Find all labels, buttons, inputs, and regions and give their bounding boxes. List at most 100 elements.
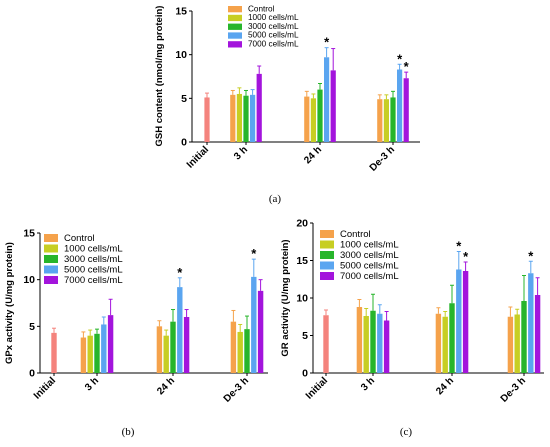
bar-series-2	[163, 335, 169, 373]
legend-swatch	[320, 230, 334, 238]
initial-bar	[204, 97, 210, 142]
x-tick-label: 24 h	[434, 375, 456, 397]
significance-marker: *	[463, 249, 469, 264]
legend-label: 3000 cells/mL	[64, 254, 123, 265]
x-tick-label: 3 h	[83, 375, 101, 393]
legend-label: Control	[248, 4, 275, 13]
x-tick-label: 24 h	[155, 375, 177, 397]
legend-swatch	[44, 244, 58, 253]
legend-label: 3000 cells/mL	[248, 22, 299, 31]
y-axis-label: GSH content (nmol/mg protein)	[154, 6, 165, 147]
bar-series-1	[435, 313, 442, 373]
bar-series-3	[244, 329, 250, 373]
y-tick-label: 15	[23, 228, 35, 240]
y-tick-label: 0	[302, 368, 308, 380]
legend-swatch	[228, 32, 242, 39]
bar-series-4	[456, 269, 462, 373]
bar-series-2	[383, 99, 389, 142]
chart-panel-1: 0 5 10 15 GSH content (nmol/mg protein) Initi…	[154, 4, 420, 174]
x-tick-label: 3 h	[232, 144, 250, 162]
bar-series-1	[377, 99, 383, 142]
x-tick-label: Initial	[185, 144, 211, 170]
bar-series-5	[183, 317, 190, 373]
bar-series-4	[101, 324, 107, 373]
legend-label: 5000 cells/mL	[64, 265, 123, 276]
bar-series-3	[94, 333, 100, 373]
bar-series-2	[442, 316, 448, 373]
legend-swatch	[320, 251, 334, 259]
legend-swatch	[320, 261, 334, 270]
initial-bar	[323, 315, 329, 373]
legend-swatch	[44, 234, 58, 242]
bar-series-1	[156, 326, 163, 373]
y-tick-label: 15	[175, 6, 187, 18]
legend-label: 3000 cells/mL	[340, 250, 399, 261]
x-tick-label: Initial	[32, 375, 58, 401]
bar-series-5	[383, 320, 390, 373]
bar-series-5	[257, 290, 264, 373]
y-tick-label: 5	[181, 93, 187, 105]
bar-series-2	[87, 335, 93, 373]
legend-label: Control	[340, 229, 371, 240]
y-tick-label: 5	[29, 321, 35, 333]
bar-series-3	[521, 301, 527, 373]
y-tick-label: 10	[296, 293, 308, 305]
bar-series-5	[330, 70, 336, 142]
legend-label: Control	[64, 233, 95, 244]
legend-label: 7000 cells/mL	[340, 271, 399, 282]
bar-series-4	[250, 94, 256, 142]
bar-series-2	[236, 93, 242, 142]
bar-series-2	[237, 331, 243, 373]
x-tick-label: De-3 h	[222, 375, 251, 404]
x-tick-label: De-3 h	[499, 375, 528, 404]
chart-panel-2: 0 5 10 15 GPx activity (U/mg protein) Initial…	[4, 228, 268, 405]
initial-bar	[51, 332, 57, 373]
y-axis-label: GR activity (U/mg protein)	[280, 239, 291, 356]
y-tick-label: 20	[296, 218, 308, 230]
bar-series-5	[107, 315, 114, 373]
significance-marker: *	[456, 239, 462, 254]
bar-series-2	[514, 314, 520, 373]
y-tick-label: 0	[181, 137, 187, 149]
bar-series-3	[370, 310, 376, 373]
legend-swatch	[44, 255, 58, 263]
bar-series-5	[403, 78, 409, 142]
y-tick-label: 10	[175, 49, 187, 61]
legend-swatch	[228, 14, 242, 22]
legend-swatch	[44, 276, 58, 284]
legend-label: 1000 cells/mL	[64, 244, 123, 255]
y-tick-label: 5	[302, 330, 308, 342]
bar-series-2	[310, 98, 316, 142]
bar-series-1	[304, 96, 310, 142]
panel-caption-a: (a)	[268, 193, 282, 205]
legend-label: 1000 cells/mL	[340, 240, 399, 251]
legend-label: 7000 cells/mL	[64, 275, 123, 286]
bar-series-4	[528, 273, 534, 373]
bar-series-1	[356, 307, 363, 373]
bar-series-1	[507, 316, 514, 373]
legend-swatch	[320, 240, 334, 249]
bar-series-5	[534, 295, 541, 373]
x-tick-label: 24 h	[302, 144, 324, 166]
legend-swatch	[228, 41, 242, 48]
x-tick-label: 3 h	[359, 375, 377, 393]
bar-series-4	[251, 276, 257, 373]
y-tick-label: 15	[296, 255, 308, 267]
x-tick-label: De-3 h	[368, 144, 397, 173]
significance-marker: *	[404, 59, 410, 74]
bar-series-1	[230, 94, 236, 142]
panel-caption-b: (b)	[121, 426, 135, 438]
significance-marker: *	[324, 35, 330, 50]
significance-marker: *	[397, 51, 403, 66]
legend-label: 5000 cells/mL	[248, 31, 299, 40]
bar-series-2	[363, 316, 369, 373]
bar-series-4	[377, 313, 383, 373]
legend-swatch	[44, 265, 58, 274]
significance-marker: *	[177, 265, 183, 280]
bar-series-4	[397, 69, 403, 142]
